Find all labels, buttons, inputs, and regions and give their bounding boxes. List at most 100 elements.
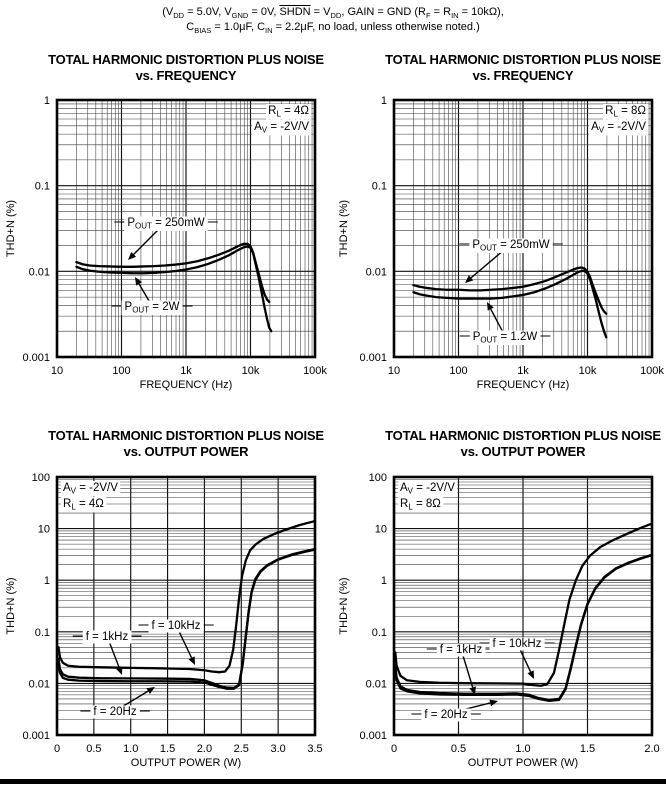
svg-text:RL = 8Ω: RL = 8Ω	[400, 498, 441, 512]
tick-labels: 0 0.5 1.0 1.5 2.0 2.5 3.0 3.5 100 10 1 0.1 0.01 0.001	[22, 472, 322, 755]
chart-title-thd-freq-4ohm: TOTAL HARMONIC DISTORTION PLUS NOISE vs.…	[21, 52, 351, 84]
svg-text:0.5: 0.5	[86, 743, 101, 755]
svg-text:AV = -2V/V: AV = -2V/V	[591, 121, 646, 135]
tick-labels: 10 100 1k 10k 100k 1 0.1 0.01 0.001	[22, 95, 327, 377]
plot-frame	[392, 98, 654, 359]
test-conditions-line-2: CBIAS = 1.0μF, CIN = 2.2μF, no load, unl…	[186, 21, 480, 36]
svg-text:10: 10	[375, 524, 387, 536]
curve-label-pout-2w: POUT = 2W	[111, 277, 193, 315]
svg-text:0.01: 0.01	[366, 678, 387, 690]
corner-annotation: RL = 4Ω	[61, 497, 107, 513]
svg-text:2.5: 2.5	[234, 743, 249, 755]
svg-text:f = 10kHz: f = 10kHz	[152, 620, 201, 632]
tick-labels: 10 100 1k 10k 100k 1 0.1 0.01 0.001	[359, 95, 664, 377]
svg-text:0.1: 0.1	[35, 181, 50, 193]
chart-title-line-1: TOTAL HARMONIC DISTORTION PLUS NOISE	[48, 52, 324, 67]
svg-text:3.5: 3.5	[307, 743, 322, 755]
grid	[56, 476, 316, 736]
svg-text:100: 100	[369, 472, 387, 484]
series-pout-1-2w	[412, 269, 608, 339]
y-axis-label: THD+N (%)	[5, 577, 17, 634]
svg-text:RL = 4Ω: RL = 4Ω	[63, 498, 104, 512]
grid	[393, 99, 653, 358]
plot-thd-vs-frequency-4ohm: 10 100 1k 10k 100k 1 0.1 0.01 0.001 FREQUENCY (Hz…	[5, 95, 327, 391]
y-axis-label: THD+N (%)	[338, 577, 350, 634]
series-f-20hz	[394, 554, 654, 702]
chart-title-line-2: vs. FREQUENCY	[472, 68, 574, 83]
svg-text:1k: 1k	[517, 365, 529, 377]
test-conditions-line-1: (VDD = 5.0V, VGND = 0V, SHDN = VDD, GAIN…	[162, 6, 504, 21]
corner-annotation: RL = 4Ω	[266, 104, 312, 120]
page-divider-bar	[0, 779, 666, 784]
svg-text:1: 1	[44, 575, 50, 587]
svg-text:0.1: 0.1	[372, 627, 387, 639]
curve-label-pout-1-2w: POUT = 1.2W	[459, 302, 551, 345]
svg-text:2.0: 2.0	[197, 743, 212, 755]
plot-thd-vs-frequency-8ohm: 10 100 1k 10k 100k 1 0.1 0.01 0.001 FREQUENCY (Hz…	[338, 95, 664, 391]
svg-text:0.1: 0.1	[35, 627, 50, 639]
svg-text:0.001: 0.001	[359, 730, 387, 742]
svg-text:0.5: 0.5	[451, 743, 466, 755]
series-f-1khz	[394, 553, 654, 702]
chart-title-thd-power-8ohm: TOTAL HARMONIC DISTORTION PLUS NOISE vs.…	[358, 428, 666, 460]
corner-annotation: AV = -2V/V	[589, 120, 649, 136]
svg-text:0.01: 0.01	[29, 266, 50, 278]
chart-title-line-1: TOTAL HARMONIC DISTORTION PLUS NOISE	[385, 52, 661, 67]
svg-text:0.001: 0.001	[22, 352, 50, 364]
svg-text:POUT = 2W: POUT = 2W	[125, 301, 180, 315]
tick-labels: 0 0.5 1.0 1.5 2.0 100 10 1 0.1 0.01 0.001	[359, 472, 659, 755]
svg-text:1: 1	[381, 575, 387, 587]
chart-title-line-2: vs. FREQUENCY	[135, 68, 237, 83]
svg-text:0.01: 0.01	[29, 678, 50, 690]
svg-text:POUT = 1.2W: POUT = 1.2W	[473, 331, 538, 345]
curve-label-f-10khz: f = 10kHz	[138, 619, 214, 665]
svg-text:1k: 1k	[180, 365, 192, 377]
svg-text:AV = -2V/V: AV = -2V/V	[63, 482, 118, 496]
curve-label-pout-250mw: POUT = 250mW	[114, 216, 218, 260]
chart-title-line-1: TOTAL HARMONIC DISTORTION PLUS NOISE	[48, 428, 324, 443]
svg-text:f = 20Hz: f = 20Hz	[424, 709, 467, 721]
x-axis-label: FREQUENCY (Hz)	[140, 379, 233, 391]
svg-text:RL = 8Ω: RL = 8Ω	[605, 105, 646, 119]
x-axis-label: FREQUENCY (Hz)	[477, 379, 570, 391]
svg-text:100k: 100k	[303, 365, 327, 377]
plot-frame	[55, 98, 317, 359]
svg-text:1.5: 1.5	[580, 743, 595, 755]
svg-text:10: 10	[38, 524, 50, 536]
svg-text:POUT = 250mW: POUT = 250mW	[127, 217, 204, 231]
svg-text:0.001: 0.001	[22, 730, 50, 742]
svg-text:0: 0	[391, 743, 397, 755]
plot-thd-vs-output-power-8ohm: 0 0.5 1.0 1.5 2.0 100 10 1 0.1 0.01 0.001 OUTPUT PO…	[338, 472, 660, 769]
series-pout-250mw	[412, 266, 608, 315]
svg-text:100: 100	[112, 365, 130, 377]
corner-annotation: AV = -2V/V	[398, 481, 458, 497]
x-axis-label: OUTPUT POWER (W)	[131, 757, 241, 769]
series-pout-2w	[75, 245, 273, 333]
series-f-10khz	[394, 522, 654, 687]
svg-text:2.0: 2.0	[644, 743, 659, 755]
x-axis-label: OUTPUT POWER (W)	[468, 757, 578, 769]
svg-text:1: 1	[44, 95, 50, 107]
curve-label-f-10khz: f = 10kHz	[479, 637, 555, 679]
svg-text:0: 0	[54, 743, 60, 755]
svg-text:10k: 10k	[579, 365, 597, 377]
curve-label-f-1khz: f = 1kHz	[426, 643, 496, 695]
svg-text:f = 20Hz: f = 20Hz	[93, 706, 136, 718]
y-axis-label: THD+N (%)	[5, 200, 17, 257]
curve-label-pout-250mw: POUT = 250mW	[459, 238, 563, 283]
svg-text:10k: 10k	[242, 365, 260, 377]
svg-text:RL = 4Ω: RL = 4Ω	[268, 105, 309, 119]
svg-text:f = 10kHz: f = 10kHz	[493, 638, 542, 650]
chart-title-thd-freq-8ohm: TOTAL HARMONIC DISTORTION PLUS NOISE vs.…	[358, 52, 666, 84]
curve-label-f-1khz: f = 1kHz	[72, 630, 142, 675]
svg-text:1.0: 1.0	[123, 743, 138, 755]
svg-text:1.0: 1.0	[515, 743, 530, 755]
series-f-20hz	[57, 548, 317, 690]
chart-title-thd-power-4ohm: TOTAL HARMONIC DISTORTION PLUS NOISE vs.…	[21, 428, 351, 460]
svg-text:0.001: 0.001	[359, 352, 387, 364]
svg-text:0.01: 0.01	[366, 266, 387, 278]
svg-text:3.0: 3.0	[270, 743, 285, 755]
corner-annotation: RL = 8Ω	[398, 497, 444, 513]
y-axis-label: THD+N (%)	[338, 200, 350, 257]
